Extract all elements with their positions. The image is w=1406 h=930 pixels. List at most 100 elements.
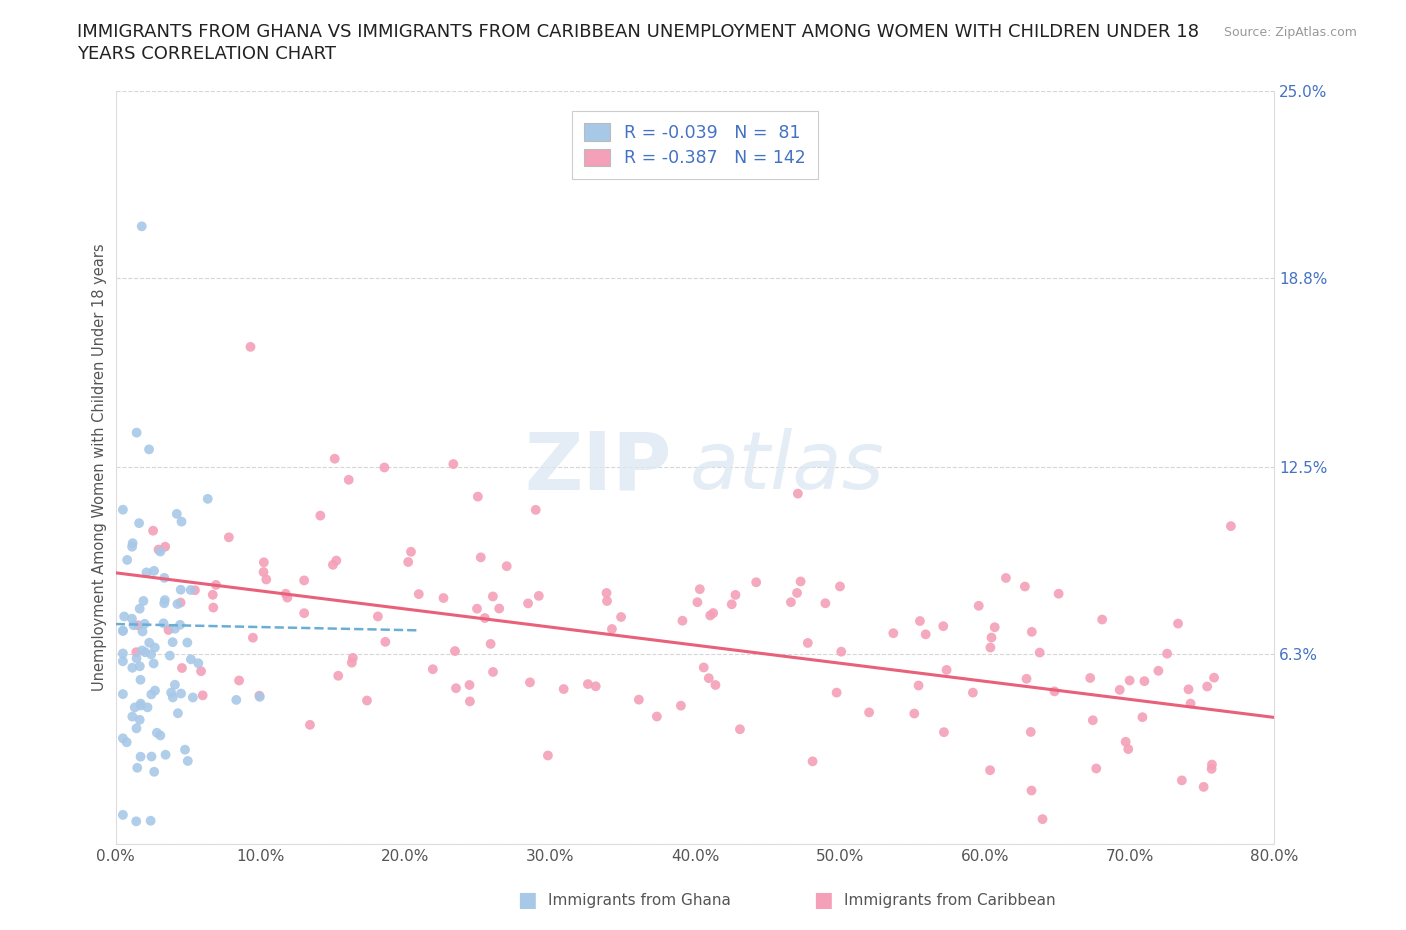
Point bbox=[814, 596, 837, 611]
Point bbox=[111, 686, 134, 701]
Point bbox=[121, 710, 143, 724]
Point bbox=[247, 688, 270, 703]
Point bbox=[309, 508, 332, 523]
Point bbox=[671, 613, 693, 628]
Point bbox=[408, 587, 430, 602]
Point bbox=[1021, 624, 1043, 639]
Point bbox=[979, 763, 1001, 777]
Point bbox=[170, 686, 193, 701]
Point bbox=[1180, 697, 1202, 711]
Point bbox=[153, 596, 176, 611]
Point bbox=[121, 539, 143, 554]
Point bbox=[325, 553, 347, 568]
Point bbox=[187, 656, 209, 671]
Point bbox=[686, 595, 709, 610]
Point bbox=[128, 602, 150, 617]
Point bbox=[153, 539, 176, 554]
Point bbox=[136, 700, 159, 715]
Point bbox=[202, 600, 225, 615]
Point bbox=[1028, 645, 1050, 660]
Point bbox=[184, 583, 207, 598]
Point bbox=[128, 658, 150, 673]
Point bbox=[129, 697, 152, 711]
Point bbox=[830, 644, 852, 659]
Point bbox=[444, 644, 467, 658]
Point bbox=[131, 624, 153, 639]
Point bbox=[962, 685, 984, 700]
Point bbox=[155, 748, 177, 763]
Point bbox=[292, 605, 315, 620]
Point bbox=[600, 621, 623, 636]
Point bbox=[980, 631, 1002, 645]
Point bbox=[225, 693, 247, 708]
Point bbox=[122, 618, 145, 632]
Point bbox=[728, 722, 751, 737]
Point bbox=[138, 635, 160, 650]
Point bbox=[858, 705, 880, 720]
Point bbox=[1019, 724, 1042, 739]
Point bbox=[517, 596, 540, 611]
Point bbox=[153, 570, 176, 585]
Point bbox=[131, 643, 153, 658]
Y-axis label: Unemployment Among Women with Children Under 18 years: Unemployment Among Women with Children U… bbox=[93, 244, 107, 691]
Point bbox=[474, 611, 496, 626]
Point bbox=[218, 530, 240, 545]
Text: ■: ■ bbox=[813, 890, 832, 910]
Point bbox=[1115, 735, 1137, 750]
Point bbox=[111, 623, 134, 638]
Point bbox=[720, 597, 742, 612]
Point bbox=[153, 592, 176, 607]
Point bbox=[596, 593, 619, 608]
Point bbox=[935, 662, 957, 677]
Point bbox=[1147, 663, 1170, 678]
Point bbox=[138, 442, 160, 457]
Point bbox=[143, 684, 166, 698]
Point bbox=[127, 618, 149, 632]
Text: ■: ■ bbox=[517, 890, 537, 910]
Point bbox=[519, 675, 541, 690]
Point bbox=[152, 616, 174, 631]
Point bbox=[167, 706, 190, 721]
Point bbox=[1091, 612, 1114, 627]
Point bbox=[249, 689, 271, 704]
Point bbox=[1116, 741, 1139, 756]
Point bbox=[128, 516, 150, 531]
Point bbox=[482, 589, 505, 604]
Point bbox=[111, 807, 134, 822]
Point bbox=[702, 605, 724, 620]
Point bbox=[1156, 646, 1178, 661]
Point bbox=[323, 451, 346, 466]
Text: Immigrants from Ghana: Immigrants from Ghana bbox=[548, 893, 731, 908]
Point bbox=[627, 692, 650, 707]
Point bbox=[576, 677, 599, 692]
Point bbox=[396, 554, 419, 569]
Text: ZIP: ZIP bbox=[524, 429, 672, 506]
Point bbox=[828, 579, 851, 594]
Point bbox=[689, 582, 711, 597]
Point bbox=[177, 753, 200, 768]
Point bbox=[146, 725, 169, 740]
Point bbox=[160, 685, 183, 700]
Point bbox=[162, 690, 184, 705]
Point bbox=[157, 622, 180, 637]
Point bbox=[148, 542, 170, 557]
Point bbox=[908, 614, 931, 629]
Point bbox=[298, 717, 321, 732]
Point bbox=[162, 634, 184, 649]
Point bbox=[111, 646, 134, 661]
Point bbox=[797, 635, 820, 650]
Text: atlas: atlas bbox=[689, 429, 884, 506]
Point bbox=[1085, 761, 1108, 776]
Point bbox=[129, 750, 152, 764]
Point bbox=[121, 611, 143, 626]
Point bbox=[527, 589, 550, 604]
Point bbox=[242, 631, 264, 645]
Point bbox=[201, 588, 224, 603]
Point bbox=[180, 652, 202, 667]
Point bbox=[252, 565, 274, 579]
Point bbox=[1133, 673, 1156, 688]
Point bbox=[322, 557, 344, 572]
Point bbox=[111, 731, 134, 746]
Point bbox=[903, 706, 925, 721]
Point bbox=[1201, 762, 1223, 777]
